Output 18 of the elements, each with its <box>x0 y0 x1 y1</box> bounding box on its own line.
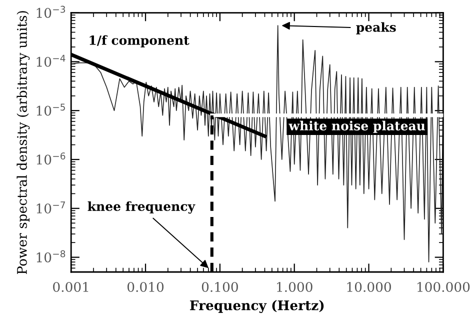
x-axis-title: Frequency (Hertz) <box>190 300 324 314</box>
x-tick-label: 10.000 <box>347 282 391 292</box>
annotation: white noise plateau <box>288 120 426 133</box>
y-tick-label: 10$^{−8}$ <box>36 250 66 262</box>
y-tick-label: 10$^{−7}$ <box>36 202 65 214</box>
x-tick-label: 100.000 <box>418 282 470 292</box>
annotation: 1/f component <box>90 35 190 48</box>
y-axis-title: Power spectral density (arbitrary units) <box>16 11 30 274</box>
x-tick-label: 0.010 <box>128 282 164 292</box>
y-tick-label: 10$^{−3}$ <box>36 6 66 18</box>
annotation: peaks <box>356 22 396 34</box>
annotation: knee frequency <box>88 201 196 214</box>
y-tick-label: 10$^{−6}$ <box>36 152 66 165</box>
x-tick-label: 0.001 <box>53 282 88 292</box>
y-tick-label: 10$^{−4}$ <box>36 54 66 67</box>
x-tick-label: 0.100 <box>202 282 238 292</box>
y-tick-label: 10$^{−5}$ <box>36 104 65 116</box>
x-tick-label: 1.000 <box>277 282 312 292</box>
